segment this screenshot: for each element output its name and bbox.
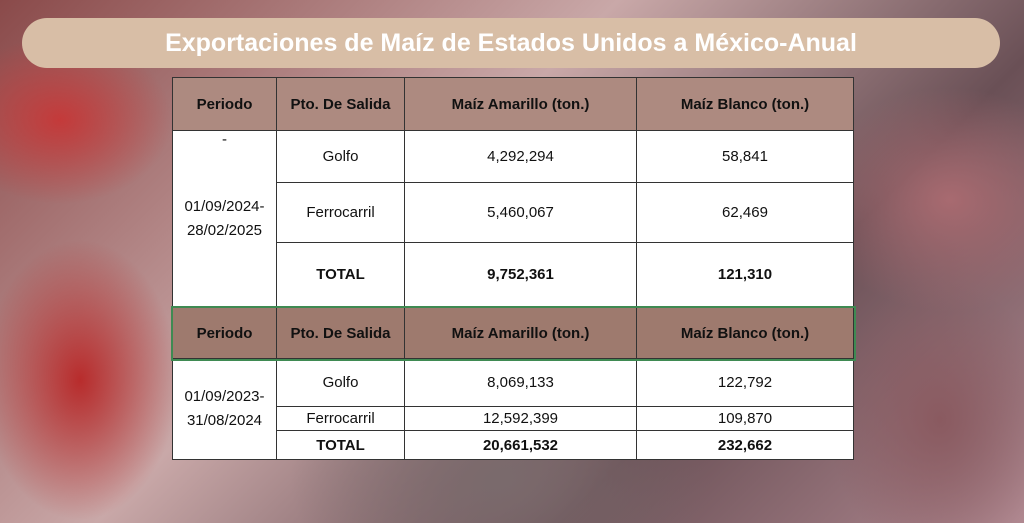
column-header: Maíz Blanco (ton.) bbox=[636, 77, 854, 131]
period-line: 28/02/2025 bbox=[186, 221, 263, 239]
cell: 5,460,067 bbox=[404, 182, 637, 243]
cell: Golfo bbox=[276, 358, 405, 407]
header-row: Periodo Pto. De Salida Maíz Amarillo (ton.… bbox=[170, 305, 856, 361]
cell: 122,792 bbox=[636, 358, 854, 407]
column-header: Pto. De Salida bbox=[276, 77, 405, 131]
header-row: Periodo Pto. De Salida Maíz Amarillo (ton.… bbox=[172, 77, 854, 131]
cell: 8,069,133 bbox=[404, 358, 637, 407]
cell: 58,841 bbox=[636, 130, 854, 183]
data-row: TOTAL 9,752,361 121,310 bbox=[173, 242, 854, 307]
period-cell: - 01/09/2024- 28/02/2025 bbox=[172, 130, 277, 307]
data-row: TOTAL 20,661,532 232,662 bbox=[173, 430, 854, 460]
column-header: Maíz Amarillo (ton.) bbox=[404, 307, 637, 359]
period-line: 01/09/2024- bbox=[184, 197, 265, 215]
period-note: - bbox=[222, 131, 227, 148]
cell: 12,592,399 bbox=[404, 406, 637, 431]
data-row: Ferrocarril 12,592,399 109,870 bbox=[173, 406, 854, 431]
data-row: 01/09/2023- 31/08/2024 Golfo 8,069,133 122,7… bbox=[172, 358, 854, 460]
table: Periodo Pto. De Salida Maíz Amarillo (ton.… bbox=[170, 305, 856, 460]
column-header: Maíz Blanco (ton.) bbox=[636, 307, 854, 359]
column-header: Periodo bbox=[172, 307, 277, 359]
cell: 4,292,294 bbox=[404, 130, 637, 183]
period-line: 01/09/2023- bbox=[184, 388, 265, 405]
column-header: Pto. De Salida bbox=[276, 307, 405, 359]
cell: 62,469 bbox=[636, 182, 854, 243]
cell: Ferrocarril bbox=[276, 406, 405, 431]
cell: 232,662 bbox=[636, 430, 854, 460]
cell: 9,752,361 bbox=[404, 242, 637, 307]
cell: TOTAL bbox=[276, 430, 405, 460]
cell: TOTAL bbox=[276, 242, 405, 307]
cell: 121,310 bbox=[636, 242, 854, 307]
data-row: - 01/09/2024- 28/02/2025 Golfo 4,292,294 58,8… bbox=[172, 130, 854, 307]
cell: 109,870 bbox=[636, 406, 854, 431]
data-row: Ferrocarril 5,460,067 62,469 bbox=[173, 182, 854, 243]
column-header: Periodo bbox=[172, 77, 277, 131]
title-banner: Exportaciones de Maíz de Estados Unidos … bbox=[22, 18, 1000, 68]
column-header: Maíz Amarillo (ton.) bbox=[404, 77, 637, 131]
cell: 20,661,532 bbox=[404, 430, 637, 460]
cell: Ferrocarril bbox=[276, 182, 405, 243]
cell: Golfo bbox=[276, 130, 405, 183]
table: Periodo Pto. De Salida Maíz Amarillo (ton.… bbox=[172, 77, 854, 307]
period-line: 31/08/2024 bbox=[186, 412, 263, 429]
period-cell: 01/09/2023- 31/08/2024 bbox=[172, 358, 277, 460]
